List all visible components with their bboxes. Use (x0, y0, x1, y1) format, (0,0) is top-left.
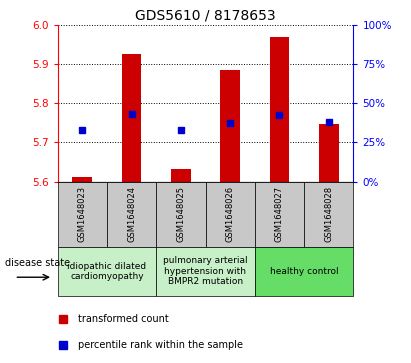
Text: pulmonary arterial
hypertension with
BMPR2 mutation: pulmonary arterial hypertension with BMP… (163, 256, 248, 286)
Text: GSM1648023: GSM1648023 (78, 186, 87, 242)
Bar (72, 177, 92, 182)
Bar (107, 182, 156, 247)
Bar (255, 247, 353, 296)
Bar (156, 247, 255, 296)
Bar (58, 247, 156, 296)
Bar (122, 53, 141, 181)
Title: GDS5610 / 8178653: GDS5610 / 8178653 (135, 9, 276, 23)
Text: GSM1648025: GSM1648025 (176, 186, 185, 242)
Text: transformed count: transformed count (78, 314, 169, 324)
Bar (58, 182, 107, 247)
Text: idiopathic dilated
cardiomyopathy: idiopathic dilated cardiomyopathy (67, 262, 146, 281)
Text: GSM1648027: GSM1648027 (275, 186, 284, 242)
Text: disease state: disease state (5, 258, 70, 268)
Bar (319, 124, 339, 182)
Text: GSM1648028: GSM1648028 (324, 186, 333, 242)
Bar (206, 182, 255, 247)
Bar (171, 169, 191, 182)
Text: GSM1648026: GSM1648026 (226, 186, 235, 242)
Text: healthy control: healthy control (270, 267, 338, 276)
Text: percentile rank within the sample: percentile rank within the sample (78, 340, 243, 350)
Bar (255, 182, 304, 247)
Bar (156, 182, 206, 247)
Text: GSM1648024: GSM1648024 (127, 186, 136, 242)
Bar (220, 70, 240, 182)
Bar (304, 182, 353, 247)
Bar (270, 37, 289, 182)
